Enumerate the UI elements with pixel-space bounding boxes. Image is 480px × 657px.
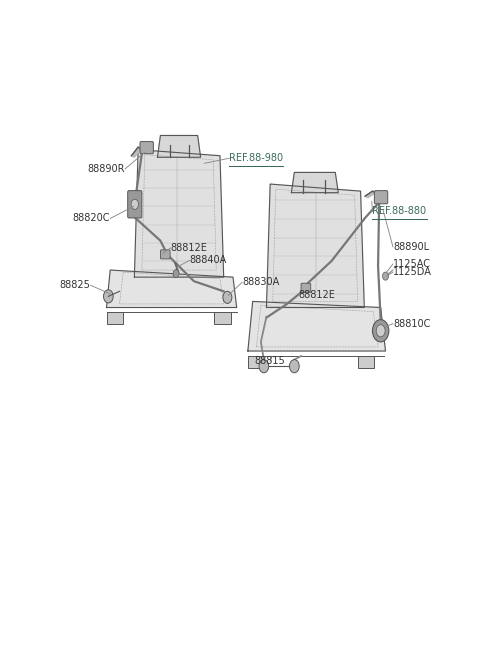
FancyBboxPatch shape [140, 141, 154, 154]
FancyBboxPatch shape [128, 191, 142, 218]
FancyBboxPatch shape [301, 283, 311, 292]
Polygon shape [248, 302, 385, 351]
Text: 88830A: 88830A [242, 277, 279, 287]
Circle shape [289, 359, 299, 373]
Bar [359, 356, 374, 368]
Text: 88812E: 88812E [171, 243, 208, 253]
Circle shape [383, 272, 388, 280]
Polygon shape [107, 270, 237, 307]
Circle shape [376, 325, 385, 337]
Circle shape [372, 320, 389, 342]
Bar [215, 311, 231, 324]
FancyBboxPatch shape [160, 250, 170, 259]
Circle shape [131, 199, 139, 210]
Text: 88820C: 88820C [73, 214, 110, 223]
Text: REF.88-980: REF.88-980 [229, 153, 283, 164]
Bar [248, 356, 264, 368]
Text: 1125DA: 1125DA [393, 267, 432, 277]
Text: 88825: 88825 [60, 281, 91, 290]
Text: 88812E: 88812E [298, 290, 335, 300]
Polygon shape [134, 150, 224, 277]
Polygon shape [157, 135, 201, 157]
Polygon shape [291, 172, 338, 193]
Text: 88815: 88815 [255, 356, 286, 366]
Text: 1125AC: 1125AC [393, 259, 431, 269]
Polygon shape [266, 184, 364, 307]
FancyBboxPatch shape [374, 191, 388, 204]
Bar [107, 311, 123, 324]
Polygon shape [365, 191, 375, 198]
Text: 88810C: 88810C [393, 319, 430, 328]
Polygon shape [132, 147, 141, 157]
Text: REF.88-880: REF.88-880 [372, 206, 427, 216]
Circle shape [259, 359, 269, 373]
Text: 88890L: 88890L [393, 242, 429, 252]
Circle shape [223, 291, 232, 304]
Text: 88890R: 88890R [87, 164, 125, 174]
Circle shape [104, 290, 113, 303]
Text: 88840A: 88840A [190, 256, 227, 265]
Circle shape [173, 269, 179, 278]
